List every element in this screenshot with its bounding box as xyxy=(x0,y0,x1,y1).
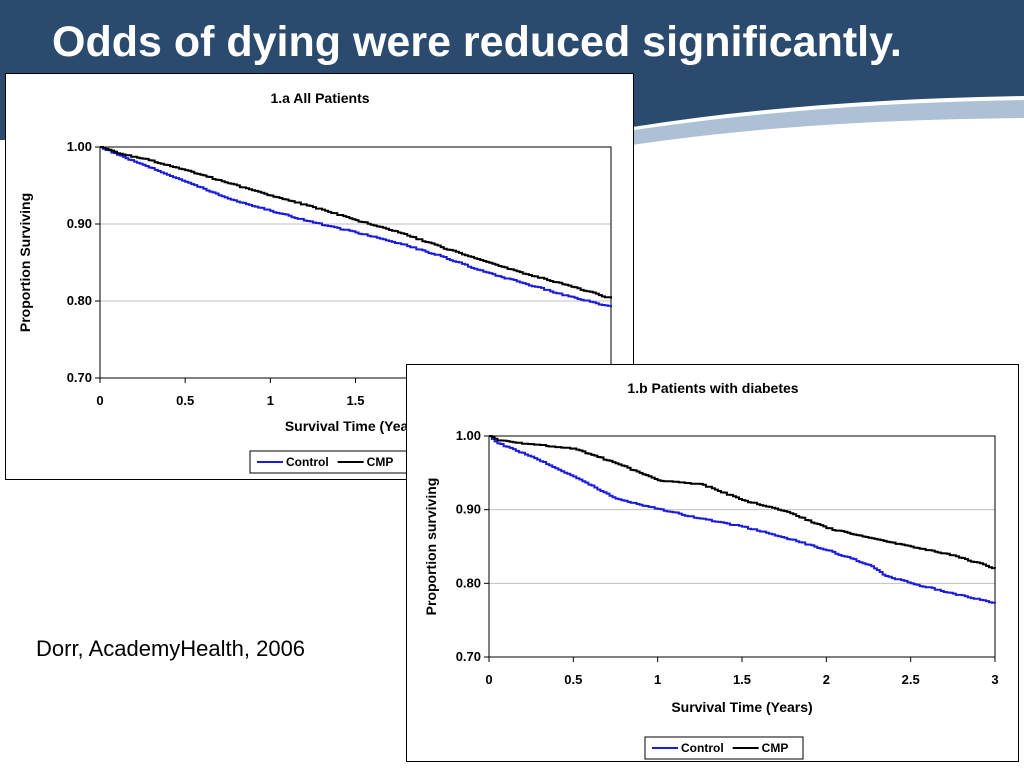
chart-b-x-tick-label: 0 xyxy=(485,672,492,687)
chart-a-y-tick-label: 1.00 xyxy=(67,139,92,154)
chart-b-x-tick-label: 0.5 xyxy=(564,672,582,687)
chart-b-x-tick-label: 2 xyxy=(823,672,830,687)
chart-b-legend-label-control: Control xyxy=(681,741,724,755)
chart-b-y-tick-label: 1.00 xyxy=(456,428,481,443)
chart-a-y-tick-label: 0.90 xyxy=(67,216,92,231)
chart-b-series-control-line xyxy=(489,435,996,604)
chart-b-y-axis-label: Proportion surviving xyxy=(423,478,439,616)
chart-b-x-tick-label: 3 xyxy=(991,672,998,687)
chart-a-chart-title: 1.a All Patients xyxy=(270,90,369,106)
chart-b-series-cmp-line xyxy=(489,435,996,570)
chart-a-legend-label-cmp: CMP xyxy=(367,455,394,469)
chart-b-x-tick-label: 2.5 xyxy=(902,672,920,687)
chart-a-y-tick-label: 0.80 xyxy=(67,293,92,308)
chart-b-x-tick-label: 1 xyxy=(654,672,661,687)
chart-a-series-cmp-line xyxy=(100,146,612,299)
chart-b-legend xyxy=(644,736,804,760)
chart-a-plot-area xyxy=(99,146,612,379)
chart-b-x-tick-label: 1.5 xyxy=(733,672,751,687)
chart-a-series-control-line xyxy=(100,146,612,308)
chart-all-patients: 1.a All Patients 0.70 0.80 0.90 1.00 0 0.5 1 1.5… xyxy=(17,90,615,474)
chart-b-chart-title: 1.b Patients with diabetes xyxy=(627,380,798,396)
chart-a-y-tick-label: 0.70 xyxy=(67,370,92,385)
chart-b-y-tick-label: 0.70 xyxy=(456,649,481,664)
chart-a-x-tick-label: 0 xyxy=(96,393,103,408)
chart-a-x-tick-label: 1 xyxy=(267,393,274,408)
chart-b-y-tick-label: 0.90 xyxy=(456,502,481,517)
chart-a-x-axis-label: Survival Time (Years) xyxy=(285,418,426,434)
chart-patients-with-diabetes: 1.b Patients with diabetes 0.70 0.80 0.90 1.… xyxy=(423,380,999,760)
chart-a-y-axis-label: Proportion Surviving xyxy=(17,193,33,332)
chart-a-x-tick-label: 0.5 xyxy=(176,393,194,408)
chart-a-x-tick-label: 1.5 xyxy=(346,393,364,408)
citation: Dorr, AcademyHealth, 2006 xyxy=(36,636,306,661)
chart-b-legend-label-cmp: CMP xyxy=(762,741,789,755)
chart-panel-diabetes: 1.b Patients with diabetes 0.70 0.80 0.90 1.… xyxy=(406,364,1019,762)
chart-b-plot-area xyxy=(488,435,996,658)
chart-b-x-axis-label: Survival Time (Years) xyxy=(671,699,812,715)
header-accent-stripe xyxy=(540,100,1024,150)
chart-a-legend-label-control: Control xyxy=(286,455,329,469)
chart-b-y-tick-label: 0.80 xyxy=(456,575,481,590)
slide-title: Odds of dying were reduced significantly… xyxy=(52,18,902,66)
